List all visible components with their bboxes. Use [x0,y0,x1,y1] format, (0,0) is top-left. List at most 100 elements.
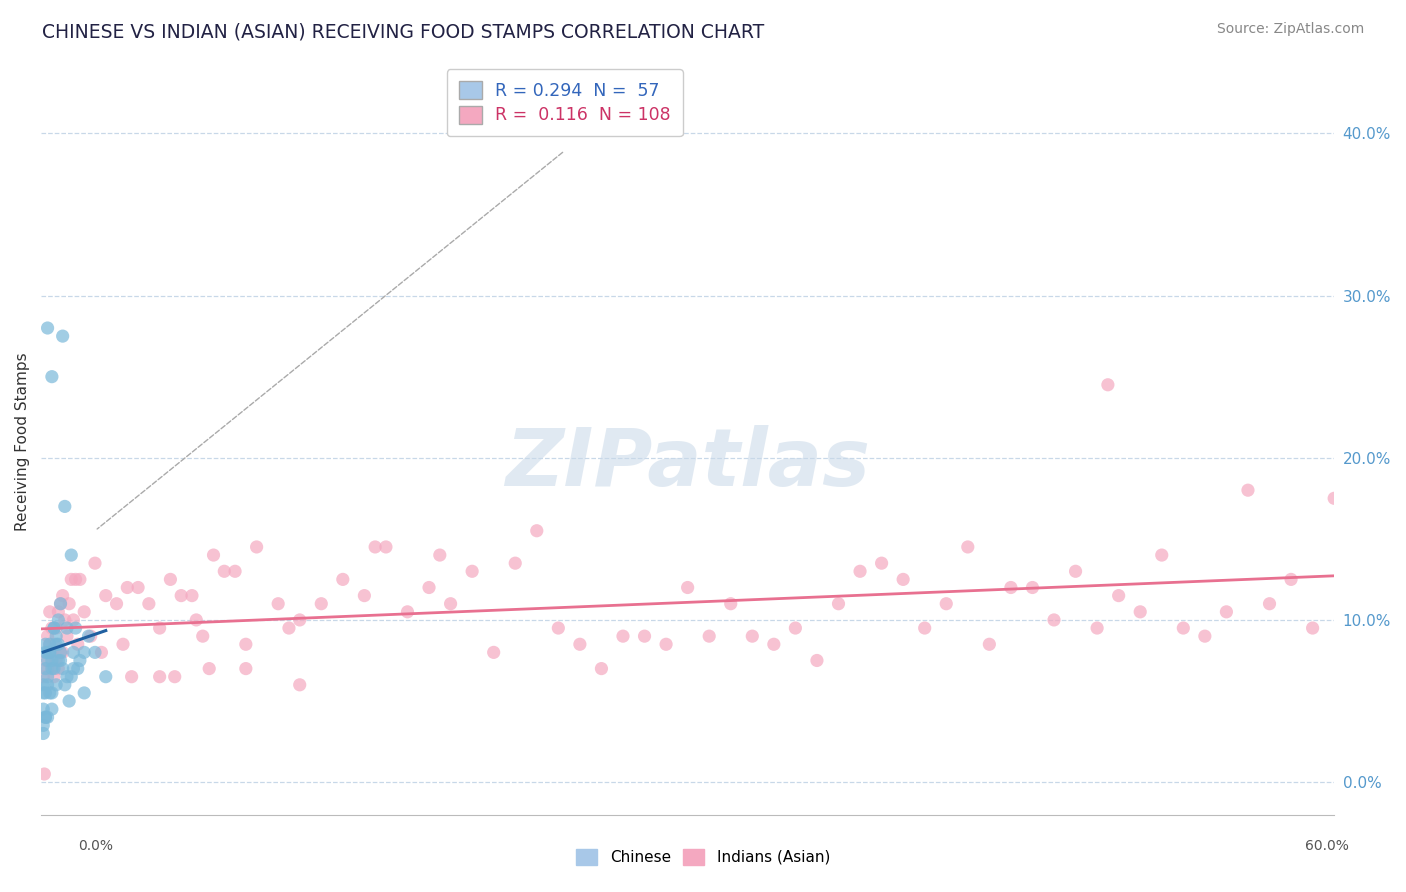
Point [79,629,101,643]
Point [52,589,75,603]
Point [117,581,139,595]
Point [34,637,56,651]
Point [418,581,440,595]
Point [58,597,80,611]
Point [246,540,269,554]
Point [37,645,59,659]
Point [267,597,290,611]
Point [37,653,59,667]
Point [37,678,59,692]
Point [48,605,70,619]
Point [38,686,60,700]
Point [979,637,1001,651]
Point [60,548,83,562]
Point [655,637,678,651]
Point [720,597,742,611]
Point [49,597,72,611]
Point [84,556,107,570]
Point [1150,548,1173,562]
Point [1129,605,1152,619]
Point [34,767,56,781]
Point [1194,629,1216,643]
Point [66,662,89,676]
Legend: R = 0.294  N =  57, R =  0.116  N = 108: R = 0.294 N = 57, R = 0.116 N = 108 [447,70,682,136]
Text: Source: ZipAtlas.com: Source: ZipAtlas.com [1216,22,1364,37]
Point [62,645,84,659]
Point [94,589,117,603]
Point [48,653,70,667]
Point [1173,621,1195,635]
Point [41,686,63,700]
Point [235,662,257,676]
Point [138,597,160,611]
Text: ZIPatlas: ZIPatlas [505,425,870,503]
Point [84,645,107,659]
Point [612,629,634,643]
Point [41,662,63,676]
Point [396,605,419,619]
Point [1021,581,1043,595]
Point [45,629,67,643]
Point [37,662,59,676]
Point [48,662,70,676]
Point [891,573,914,587]
Point [42,637,65,651]
Point [37,321,59,335]
Point [37,629,59,643]
Point [170,589,193,603]
Point [1279,573,1302,587]
Point [53,678,76,692]
Point [1323,491,1346,506]
Point [45,637,67,651]
Point [288,613,311,627]
Point [591,662,613,676]
Point [32,718,55,732]
Point [503,556,526,570]
Point [32,686,55,700]
Point [52,645,75,659]
Point [568,637,591,651]
Point [42,621,65,635]
Point [741,629,763,643]
Text: 0.0%: 0.0% [79,838,112,853]
Point [1000,581,1022,595]
Point [186,613,208,627]
Point [60,670,83,684]
Point [149,670,172,684]
Point [41,702,63,716]
Point [224,564,246,578]
Point [105,597,128,611]
Point [52,329,75,343]
Point [38,605,60,619]
Point [37,710,59,724]
Point [827,597,849,611]
Point [56,629,79,643]
Point [547,621,569,635]
Point [53,613,76,627]
Point [374,540,396,554]
Point [198,662,221,676]
Point [1215,605,1237,619]
Point [278,621,301,635]
Point [37,670,59,684]
Point [439,597,461,611]
Point [181,589,204,603]
Point [73,686,96,700]
Point [32,678,55,692]
Point [49,645,72,659]
Point [1108,589,1130,603]
Point [870,556,893,570]
Point [41,645,63,659]
Point [364,540,387,554]
Point [163,670,186,684]
Point [45,653,67,667]
Point [762,637,785,651]
Point [149,621,172,635]
Point [94,670,117,684]
Point [633,629,655,643]
Point [41,653,63,667]
Point [73,605,96,619]
Point [311,597,333,611]
Point [45,678,67,692]
Point [332,573,354,587]
